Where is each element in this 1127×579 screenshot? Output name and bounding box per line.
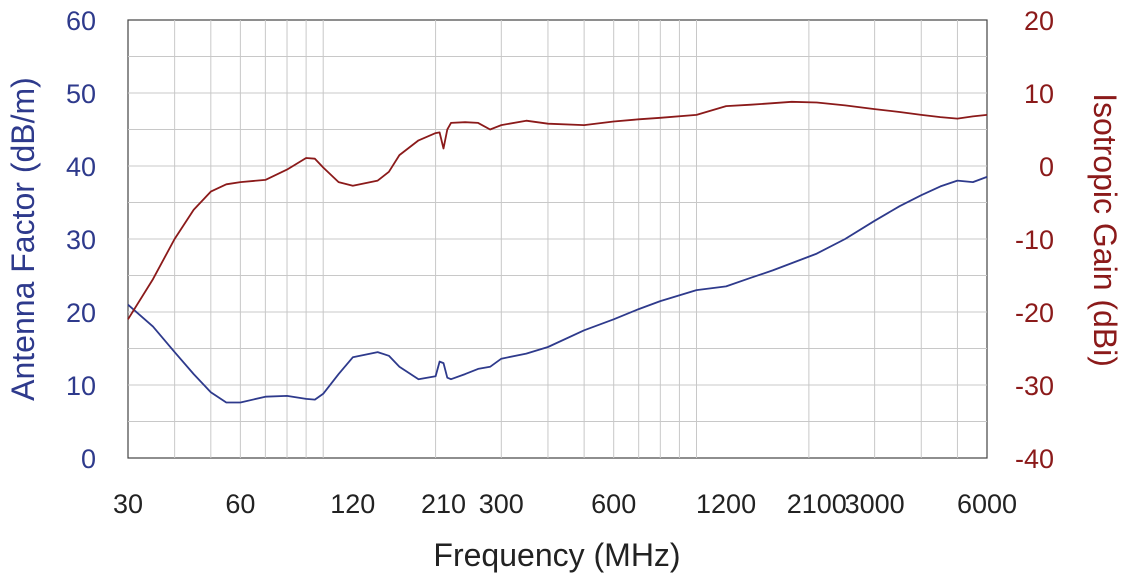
x-tick-label: 6000 xyxy=(957,489,1017,519)
x-tick-label: 2100 xyxy=(787,489,847,519)
right-y-tick-label: 20 xyxy=(1024,6,1054,36)
x-tick-label: 1200 xyxy=(696,489,756,519)
gridlines xyxy=(128,20,987,458)
right-axis-title: Isotropic Gain (dBi) xyxy=(1087,93,1123,367)
x-tick-label: 600 xyxy=(591,489,636,519)
x-tick-label: 60 xyxy=(225,489,255,519)
series-lines xyxy=(127,100,988,404)
x-tick-label: 30 xyxy=(113,489,143,519)
x-tick-label: 120 xyxy=(330,489,375,519)
x-tick-label: 300 xyxy=(479,489,524,519)
left-axis-title: Antenna Factor (dB/m) xyxy=(5,77,41,401)
right-y-tick-label: -30 xyxy=(1015,371,1054,401)
right-y-tick-label: -10 xyxy=(1015,225,1054,255)
x-tick-label: 3000 xyxy=(845,489,905,519)
right-y-tick-label: 0 xyxy=(1039,152,1054,182)
left-y-tick-label: 20 xyxy=(66,298,96,328)
left-y-tick-label: 10 xyxy=(66,371,96,401)
right-y-tick-label: -20 xyxy=(1015,298,1054,328)
right-y-tick-label: -40 xyxy=(1015,444,1054,474)
x-axis-title: Frequency (MHz) xyxy=(433,537,680,573)
left-y-tick-label: 60 xyxy=(66,6,96,36)
right-y-tick-label: 10 xyxy=(1024,79,1054,109)
x-tick-label: 210 xyxy=(421,489,466,519)
isotropic-gain-line xyxy=(127,100,988,320)
left-y-tick-label: 30 xyxy=(66,225,96,255)
left-y-tick-label: 0 xyxy=(81,444,96,474)
left-y-tick-label: 50 xyxy=(66,79,96,109)
left-y-tick-label: 40 xyxy=(66,152,96,182)
antenna-factor-line xyxy=(127,176,988,404)
